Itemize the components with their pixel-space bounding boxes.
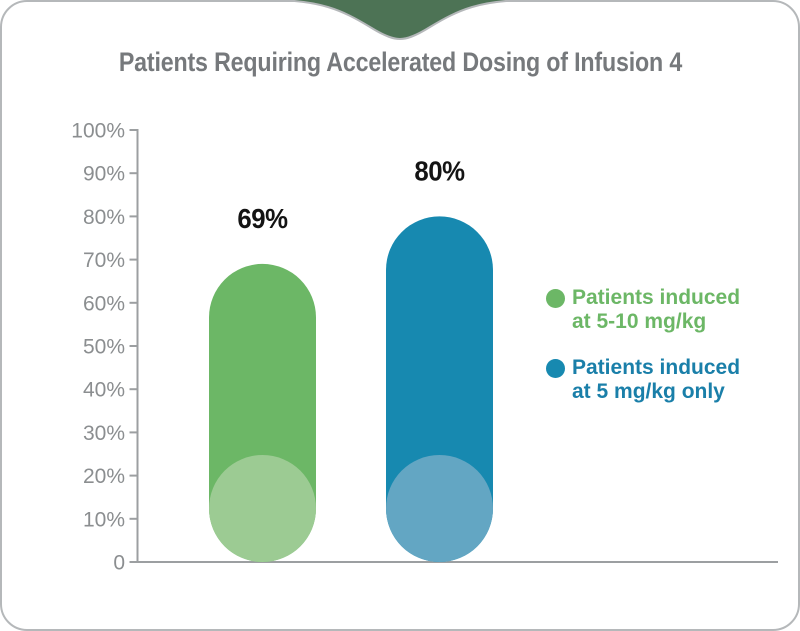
legend-label-blue: Patients induced at 5 mg/kg only — [572, 356, 740, 404]
legend-item-blue: Patients induced at 5 mg/kg only — [546, 356, 776, 404]
bar-value-label: 80% — [414, 155, 465, 186]
y-tick-label: 60% — [83, 292, 125, 315]
bar-base-circle — [386, 455, 493, 562]
y-tick-label: 0 — [113, 552, 125, 575]
chart-title: Patients Requiring Accelerated Dosing of… — [0, 47, 800, 78]
bar-value-label: 69% — [237, 203, 288, 234]
y-tick-label: 20% — [83, 465, 125, 488]
legend-label-green: Patients induced at 5-10 mg/kg — [572, 286, 740, 334]
y-tick-label: 90% — [83, 163, 125, 186]
notch-border-curve — [269, 0, 531, 41]
legend-item-green: Patients induced at 5-10 mg/kg — [546, 286, 776, 334]
legend-label-line: at 5 mg/kg only — [572, 380, 725, 403]
notch-fill — [270, 0, 530, 39]
y-tick-label: 50% — [83, 336, 125, 359]
y-tick-label: 70% — [83, 249, 125, 272]
legend-label-line: Patients induced — [572, 356, 741, 379]
legend-dot-green-icon — [546, 289, 565, 308]
legend-label-line: at 5-10 mg/kg — [572, 310, 707, 333]
y-tick-label: 10% — [83, 508, 125, 531]
top-wave-notch — [269, 0, 531, 41]
y-tick-label: 30% — [83, 422, 125, 445]
y-tick-label: 40% — [83, 379, 125, 402]
y-tick-label: 80% — [83, 206, 125, 229]
chart-title-text: Patients Requiring Accelerated Dosing of… — [118, 47, 682, 77]
legend-dot-blue-icon — [546, 359, 565, 378]
y-tick-label: 100% — [71, 120, 125, 143]
bar-base-circle — [209, 455, 316, 562]
legend-label-line: Patients induced — [572, 286, 741, 309]
chart-legend: Patients induced at 5-10 mg/kg Patients … — [546, 286, 776, 426]
